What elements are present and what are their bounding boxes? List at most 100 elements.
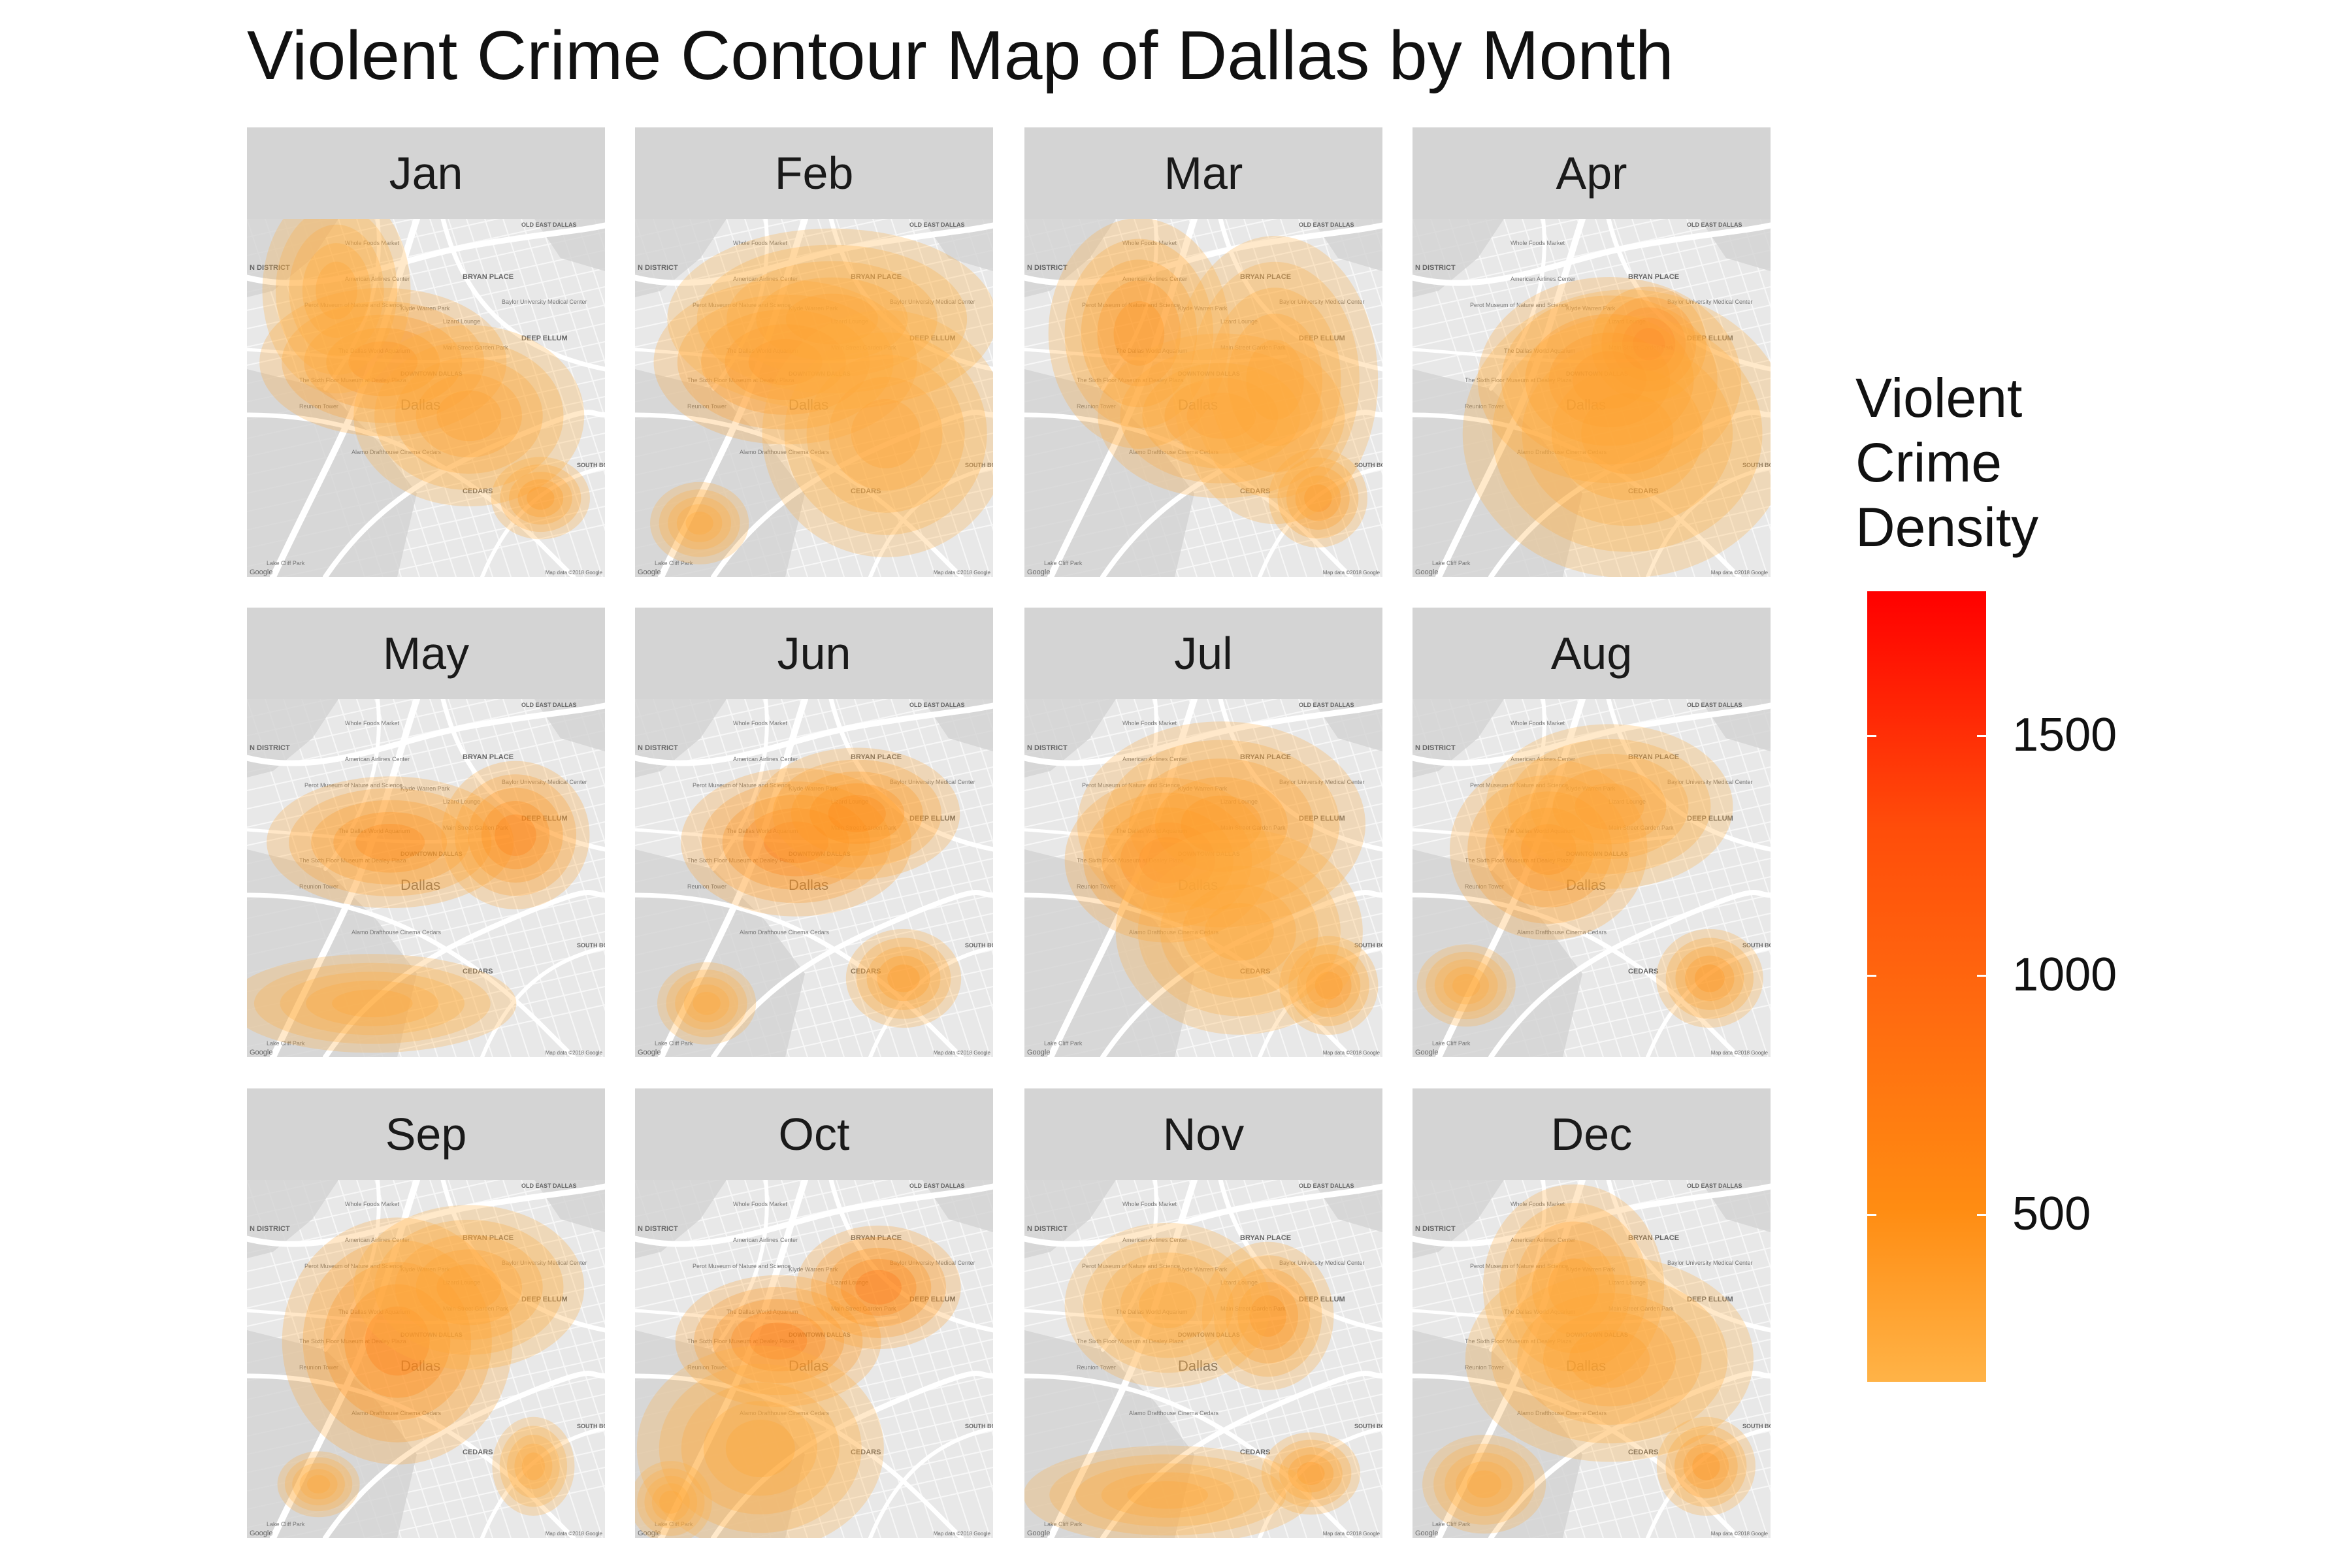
map-poi-label: The Dallas World Aquarium — [727, 1309, 798, 1315]
map-poi-label: Klyde Warren Park — [400, 305, 450, 312]
map-poi-label: Main Street Garden Park — [443, 344, 508, 351]
contour-level — [306, 1475, 331, 1494]
map-poi-label: Main Street Garden Park — [1220, 825, 1286, 831]
contour-level — [1482, 1184, 1665, 1390]
map-poi-label: Main Street Garden Park — [1609, 344, 1674, 351]
facet-strip-label: Apr — [1413, 127, 1771, 219]
map-neighborhood-label: Dallas — [1178, 1358, 1218, 1374]
contour-level — [1575, 783, 1644, 830]
contour-level — [282, 301, 485, 423]
map-panel: OLD EAST DALLAS N DISTRICT BRYAN PLACE DEEP… — [635, 1180, 993, 1538]
map-poi-label: Lizard Lounge — [831, 798, 868, 805]
map-poi-label: Reunion Tower — [1077, 403, 1116, 410]
map-neighborhood-label: SOUTH BOULEVARD PARK ROW — [1742, 942, 1771, 949]
map-svg: OLD EAST DALLAS N DISTRICT BRYAN PLACE DEEP… — [635, 219, 993, 577]
density-contours — [1462, 277, 1771, 577]
map-poi-label: Lizard Lounge — [1220, 318, 1258, 325]
contour-level — [693, 992, 721, 1015]
map-poi-label: Lizard Lounge — [1609, 798, 1646, 805]
map-neighborhood-label: DEEP ELLUM — [1687, 1296, 1733, 1303]
map-poi-label: Lizard Lounge — [1220, 798, 1258, 805]
map-poi-label: Baylor University Medical Center — [890, 299, 975, 305]
contour-level — [374, 1220, 564, 1355]
map-neighborhood-label: DEEP ELLUM — [909, 335, 956, 342]
map-neighborhood-label: SOUTH BOULEVARD PARK ROW — [965, 1423, 993, 1429]
facet-may: May OLD EAST DALLAS N DISTRICT BRYAN PLACE D… — [247, 608, 605, 1057]
map-svg: OLD EAST DALLAS N DISTRICT BRYAN PLACE DEEP… — [1413, 1180, 1771, 1538]
map-poi-label: Lizard Lounge — [1609, 1279, 1646, 1286]
map-poi-label: The Dallas World Aquarium — [1504, 348, 1575, 354]
contour-level — [1434, 959, 1498, 1012]
map-neighborhood-label: Dallas — [789, 1358, 828, 1374]
contour-level — [1186, 393, 1256, 439]
contour-level — [637, 1468, 705, 1536]
contour-level — [302, 243, 371, 338]
contour-level — [1622, 318, 1676, 371]
contour-level — [1315, 972, 1343, 1000]
map-poi-label: Lake Cliff Park — [1044, 1040, 1083, 1047]
map-svg: OLD EAST DALLAS N DISTRICT BRYAN PLACE DEEP… — [1413, 699, 1771, 1057]
map-panel: OLD EAST DALLAS N DISTRICT BRYAN PLACE DEEP… — [247, 699, 605, 1057]
contour-level — [355, 823, 425, 861]
map-poi-label: Whole Foods Market — [1511, 720, 1565, 727]
map-poi-label: Alamo Drafthouse Cinema Cedars — [740, 449, 830, 455]
map-neighborhood-labels: OLD EAST DALLAS N DISTRICT BRYAN PLACE DEEP… — [1027, 702, 1382, 975]
contour-level — [1499, 1203, 1648, 1372]
map-poi-label: Reunion Tower — [299, 1364, 338, 1371]
contour-level — [514, 1443, 553, 1490]
contour-level — [701, 309, 870, 415]
map-poi-label: American Airlines Center — [1122, 756, 1187, 762]
facet-nov: Nov OLD EAST DALLAS N DISTRICT BRYAN PLACE D… — [1024, 1088, 1382, 1538]
contour-level — [685, 512, 713, 535]
contour-level — [1683, 1443, 1729, 1490]
map-poi-label: Whole Foods Market — [1511, 1201, 1565, 1207]
contour-level — [1685, 955, 1735, 1002]
contour-level — [1103, 740, 1340, 909]
map-poi-label: Reunion Tower — [1077, 1364, 1116, 1371]
facet-jul: Jul OLD EAST DALLAS N DISTRICT BRYAN PLACE D… — [1024, 608, 1382, 1057]
map-neighborhood-label: BRYAN PLACE — [1628, 753, 1679, 761]
contour-level — [1674, 1435, 1738, 1498]
contour-level — [304, 314, 463, 410]
contour-level — [353, 1205, 585, 1370]
contour-level — [887, 964, 920, 992]
contour-level — [507, 1435, 560, 1498]
color-legend: Violent Crime Density 500 1000 1500 — [1855, 366, 2313, 1411]
contour-level — [492, 1416, 575, 1516]
map-poi-label: Main Street Garden Park — [831, 1305, 896, 1312]
map-highways — [1024, 699, 1382, 1057]
map-neighborhood-label: Dallas — [1566, 397, 1606, 413]
map-poi-label: Alamo Drafthouse Cinema Cedars — [1129, 1410, 1219, 1416]
map-attribution: Map data ©2018 Google — [546, 570, 603, 576]
map-poi-label: American Airlines Center — [1122, 1237, 1187, 1243]
map-attribution: Map data ©2018 Google — [1323, 570, 1380, 576]
contour-level — [1492, 315, 1763, 552]
contour-level — [806, 354, 965, 513]
map-poi-label: Lizard Lounge — [443, 318, 480, 325]
map-poi-label: The Sixth Floor Museum at Dealey Plaza — [299, 1338, 406, 1345]
map-neighborhood-label: OLD EAST DALLAS — [1299, 702, 1354, 708]
map-neighborhood-label: N DISTRICT — [1027, 744, 1068, 752]
contour-level — [289, 788, 492, 896]
contour-level — [1665, 938, 1754, 1019]
map-poi-label: Perot Museum of Nature and Science — [304, 1263, 402, 1269]
contour-level — [657, 962, 757, 1045]
contour-level — [668, 497, 732, 550]
contour-level — [1551, 367, 1703, 500]
map-poi-label: Lake Cliff Park — [1432, 1040, 1471, 1047]
map-poi-label: Main Street Garden Park — [443, 825, 508, 831]
density-contours — [1064, 721, 1379, 1036]
contour-level — [1083, 792, 1252, 928]
map-poi-label: Alamo Drafthouse Cinema Cedars — [351, 929, 442, 936]
map-poi-label: American Airlines Center — [733, 756, 798, 762]
contour-level — [696, 244, 968, 394]
map-poi-label: Reunion Tower — [299, 403, 338, 410]
contour-level — [1656, 1416, 1756, 1516]
contour-level — [276, 219, 397, 375]
map-poi-label: American Airlines Center — [345, 756, 410, 762]
density-contours — [657, 747, 962, 1045]
map-panel: OLD EAST DALLAS N DISTRICT BRYAN PLACE DEEP… — [1024, 219, 1382, 577]
map-neighborhood-label: DOWNTOWN DALLAS — [1178, 851, 1240, 857]
map-neighborhood-label: BRYAN PLACE — [463, 753, 514, 761]
map-poi-label: Klyde Warren Park — [1178, 1266, 1228, 1273]
